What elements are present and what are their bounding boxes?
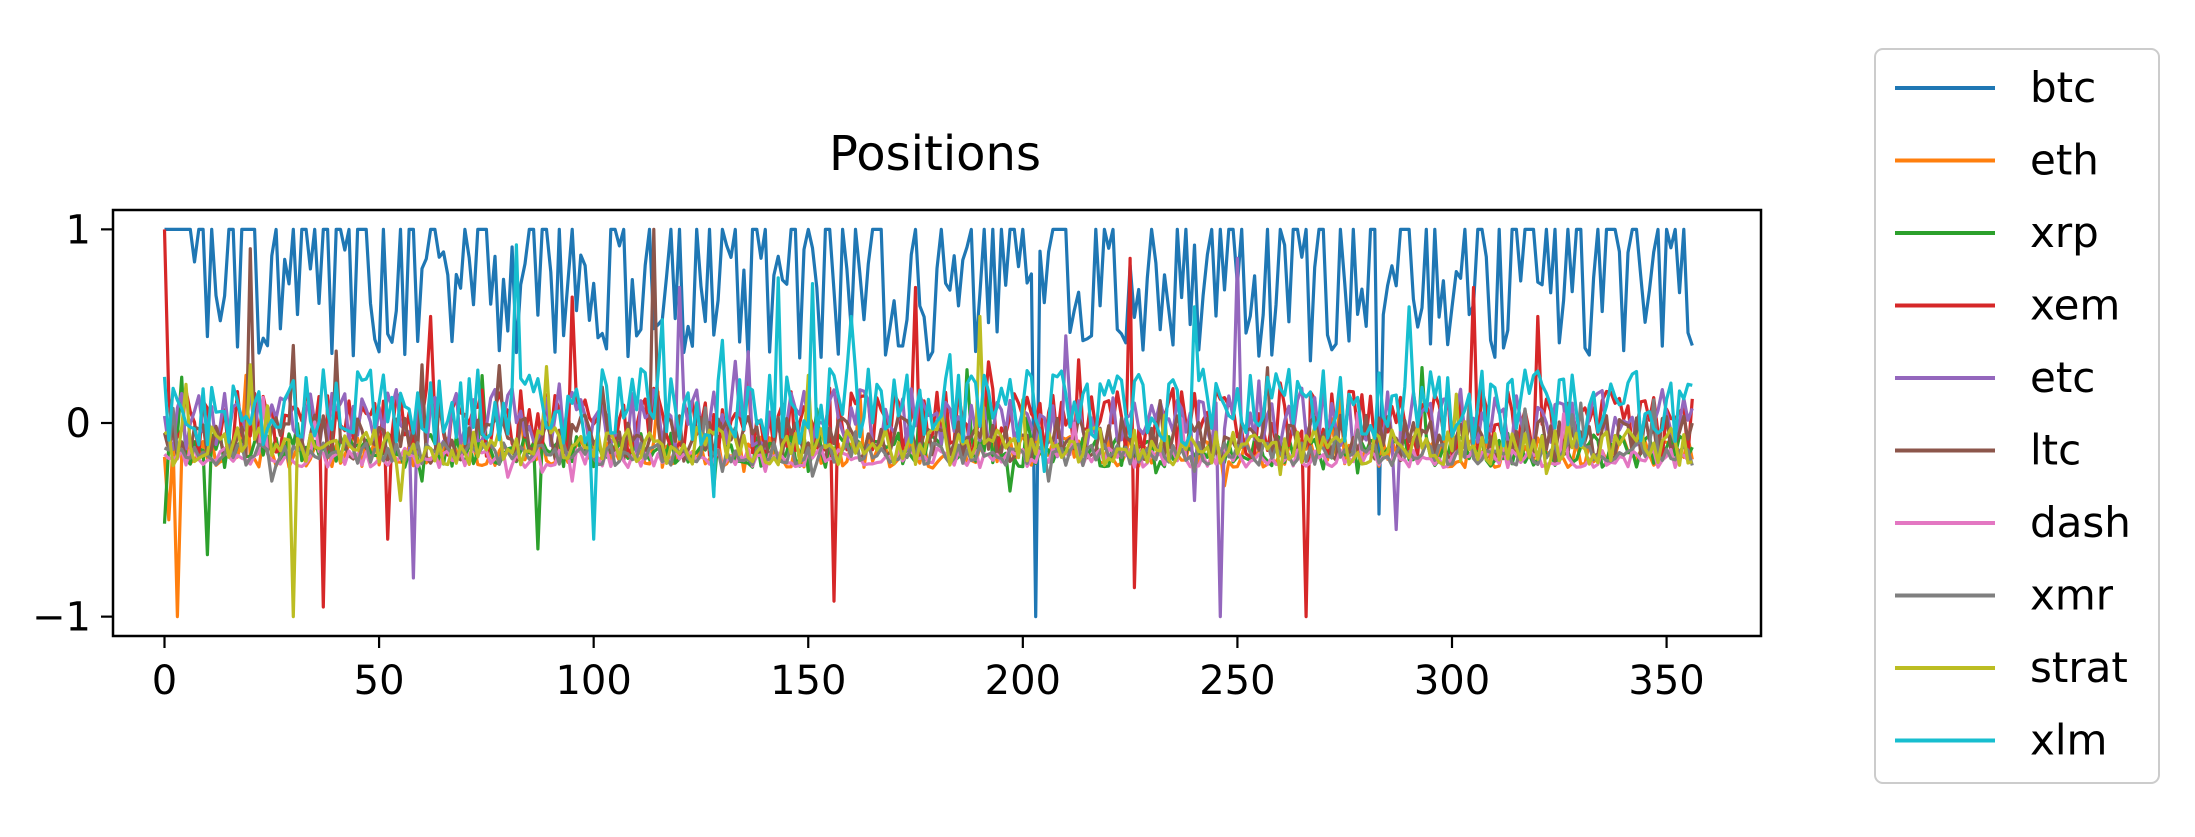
x-tick-label: 350 <box>1628 658 1704 704</box>
legend-label: xrp <box>2030 208 2099 257</box>
y-tick-label: 1 <box>66 207 91 253</box>
legend-item-xrp: xrp <box>1895 208 2099 257</box>
series-line-strat <box>163 314 1693 619</box>
legend-label: xlm <box>2030 716 2107 765</box>
legend-label: etc <box>2030 353 2095 402</box>
x-tick-label: 100 <box>555 658 631 704</box>
x-axis: 0 50 100 150 200 250 300 350 <box>152 636 1705 704</box>
legend-label: btc <box>2030 63 2096 112</box>
x-tick-label: 50 <box>354 658 405 704</box>
legend-item-xmr: xmr <box>1895 571 2114 620</box>
legend-item-strat: strat <box>1895 643 2128 692</box>
legend-label: ltc <box>2030 426 2081 475</box>
x-tick-label: 200 <box>985 658 1061 704</box>
series-line-xlm <box>162 243 1693 541</box>
series-line-ltc <box>162 227 1694 465</box>
series-line-xmr <box>163 398 1694 483</box>
x-tick-label: 150 <box>770 658 846 704</box>
legend-item-dash: dash <box>1895 498 2131 547</box>
legend: btc eth xrp xem etc ltc dash xmr strat xlm <box>1874 48 2160 784</box>
legend-label: xem <box>2030 281 2120 330</box>
legend-item-eth: eth <box>1895 136 2099 185</box>
legend-label: strat <box>2030 643 2128 692</box>
legend-item-xem: xem <box>1895 281 2120 330</box>
legend-item-btc: btc <box>1895 63 2096 112</box>
y-tick-label: −1 <box>32 595 91 641</box>
x-tick-label: 300 <box>1414 658 1490 704</box>
legend-label: xmr <box>2030 571 2114 620</box>
legend-label: dash <box>2030 498 2131 547</box>
y-axis: −1 0 1 <box>32 207 113 641</box>
series-line-btc <box>164 227 1694 619</box>
legend-item-ltc: ltc <box>1895 426 2081 475</box>
legend-item-xlm: xlm <box>1895 716 2107 765</box>
legend-label: eth <box>2030 136 2099 185</box>
chart-title: Positions <box>829 126 1041 182</box>
x-tick-label: 250 <box>1199 658 1275 704</box>
legend-item-etc: etc <box>1895 353 2095 402</box>
y-tick-label: 0 <box>66 401 91 447</box>
series-lines <box>162 227 1694 619</box>
x-tick-label: 0 <box>152 658 177 704</box>
